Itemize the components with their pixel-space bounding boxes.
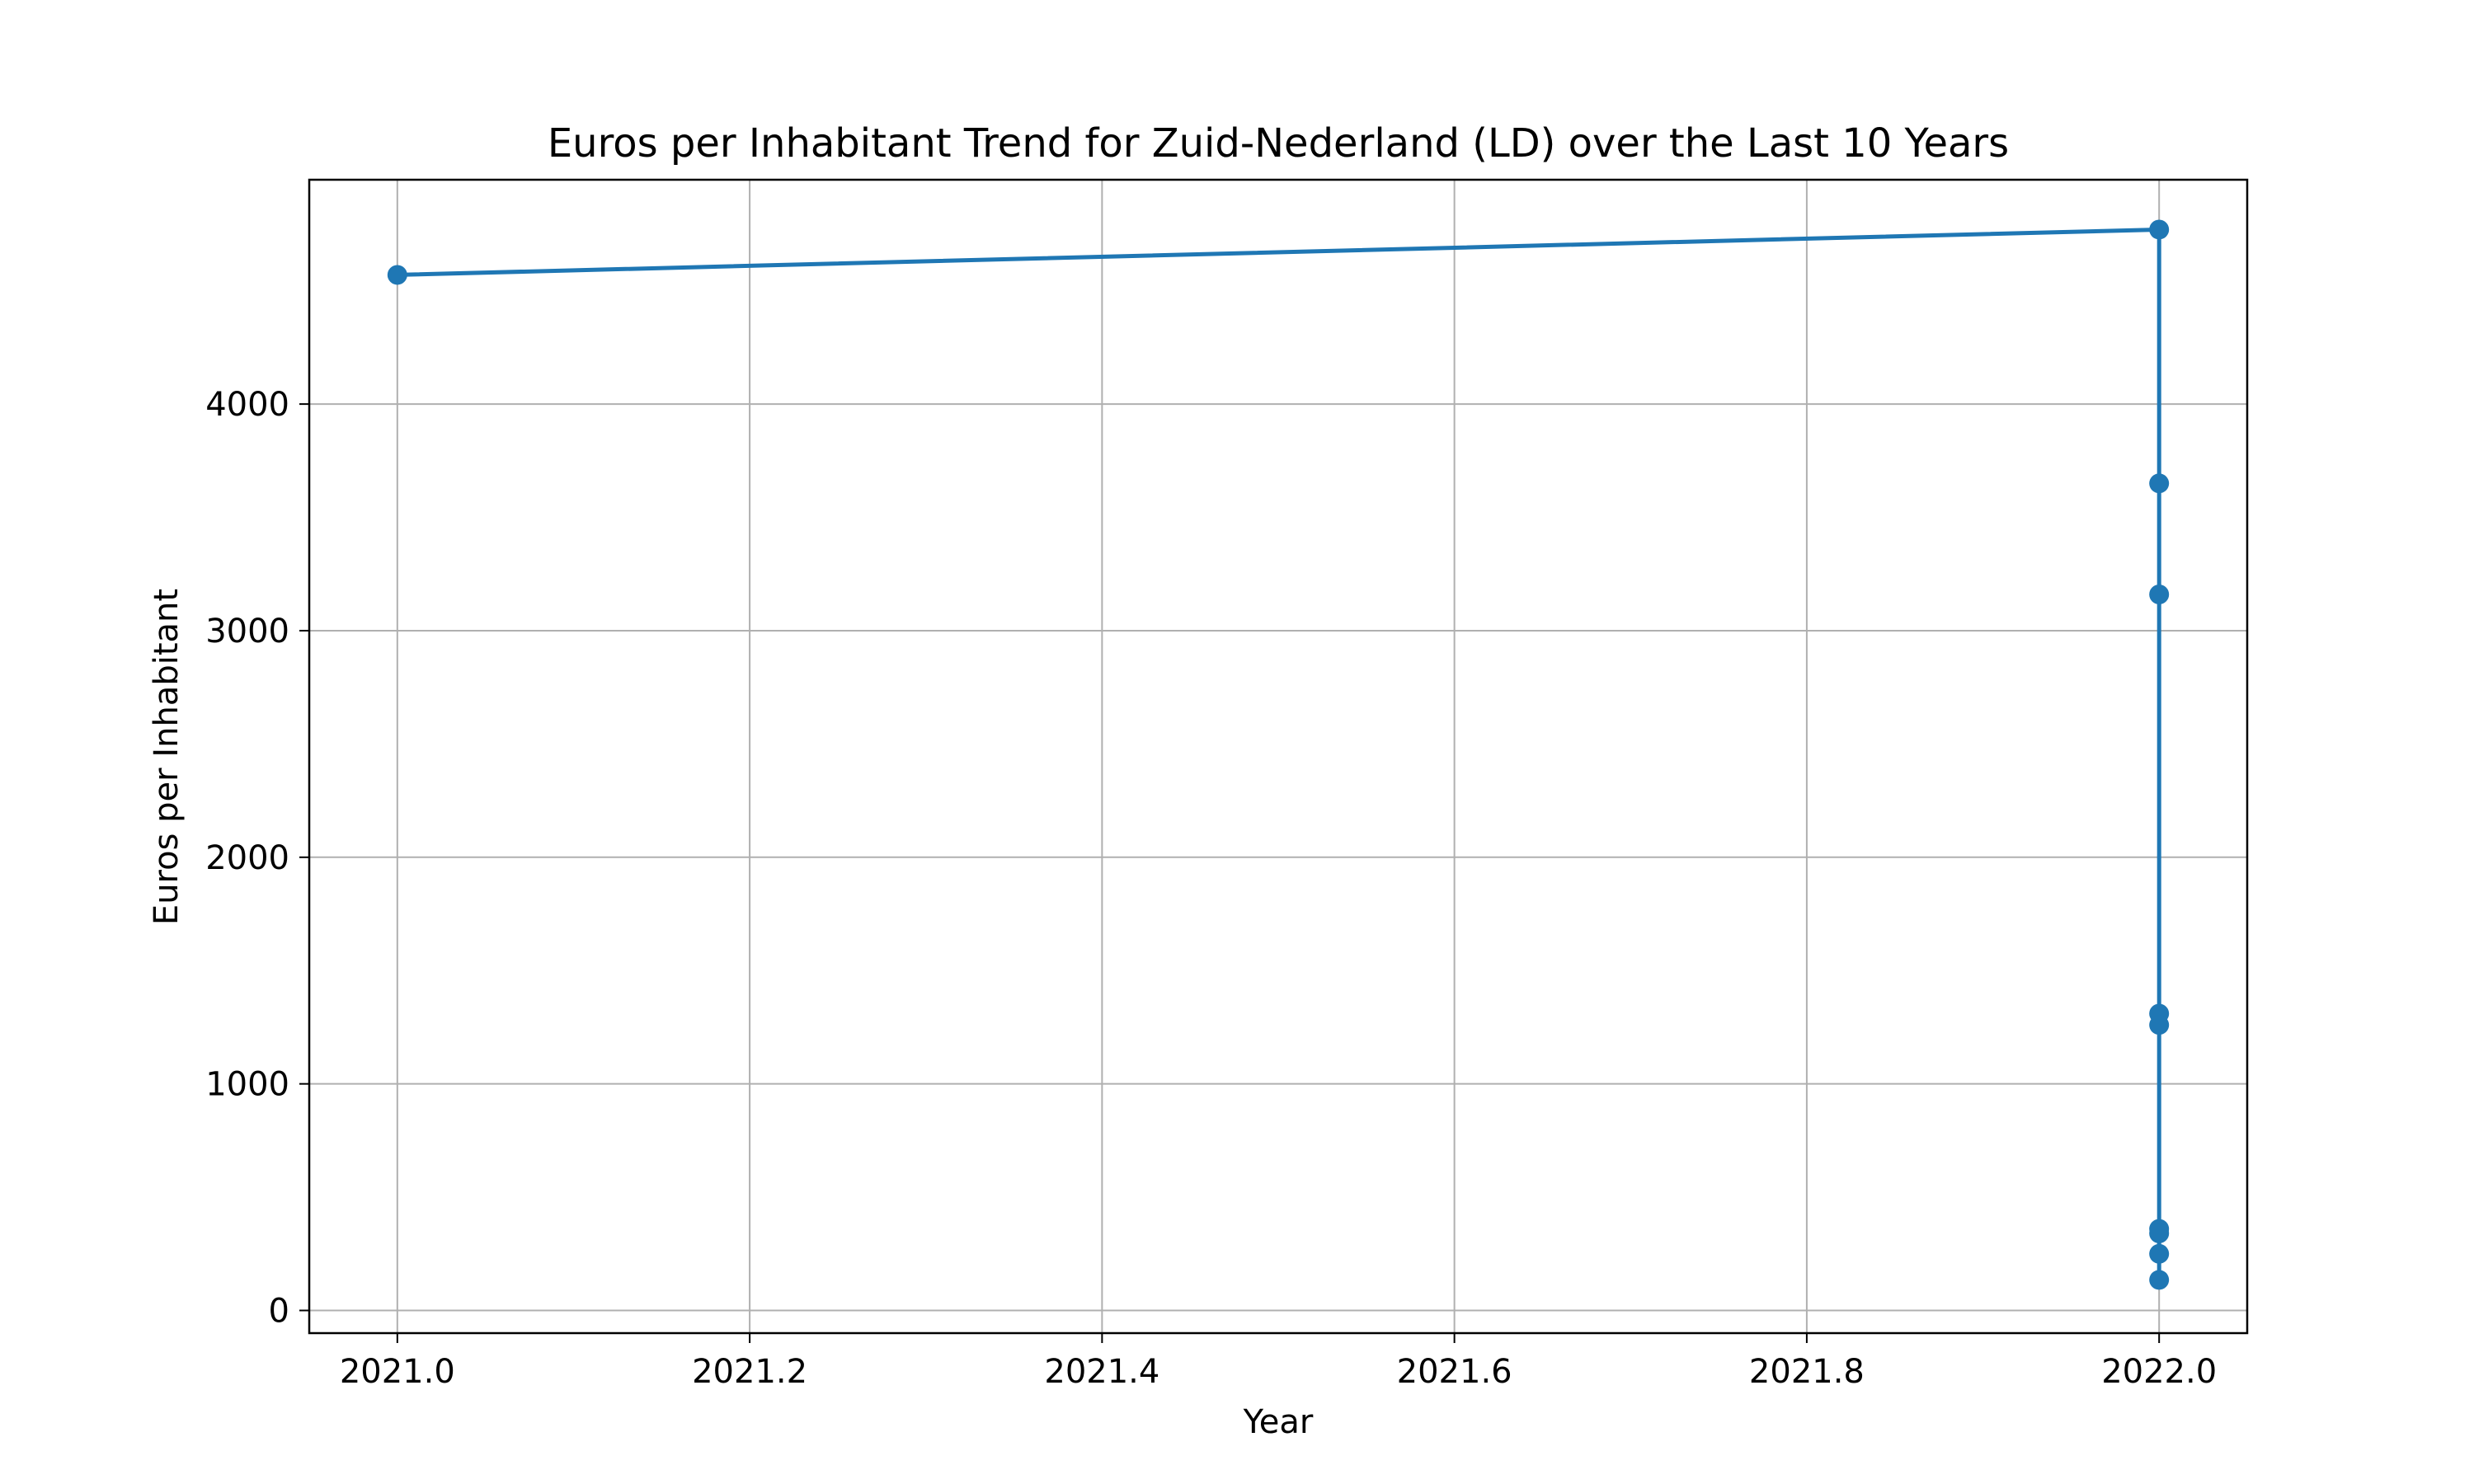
y-tick-label: 1000 [205,1066,289,1104]
data-point [387,265,407,285]
data-point [2149,219,2170,240]
x-axis: 2021.0 2021.2 2021.4 2021.6 2021.8 2022.0 [340,1333,2217,1391]
y-tick-label: 4000 [205,386,289,424]
x-tick-label: 2021.6 [1397,1353,1512,1391]
x-tick-label: 2022.0 [2101,1353,2217,1391]
data-point [2149,1270,2170,1290]
data-point [2149,584,2170,604]
data-point [2149,1015,2170,1036]
x-tick-label: 2021.4 [1044,1353,1159,1391]
data-point [2149,1243,2170,1264]
data-point [2149,473,2170,494]
y-tick-label: 3000 [205,613,289,650]
y-axis-title: Euros per Inhabitant [148,589,186,925]
plot-frame [308,178,2249,1335]
chart-title: Euros per Inhabitant Trend for Zuid-Nede… [548,120,2009,167]
x-tick-label: 2021.0 [340,1353,455,1391]
y-tick-label: 2000 [205,839,289,877]
x-tick-label: 2021.2 [692,1353,807,1391]
x-tick-label: 2021.8 [1749,1353,1865,1391]
y-tick-label: 0 [269,1293,289,1331]
data-point [2149,1223,2170,1244]
x-axis-title: Year [1243,1403,1314,1441]
y-axis: 0 1000 2000 3000 4000 [205,386,309,1331]
series-layer [387,219,2170,1290]
